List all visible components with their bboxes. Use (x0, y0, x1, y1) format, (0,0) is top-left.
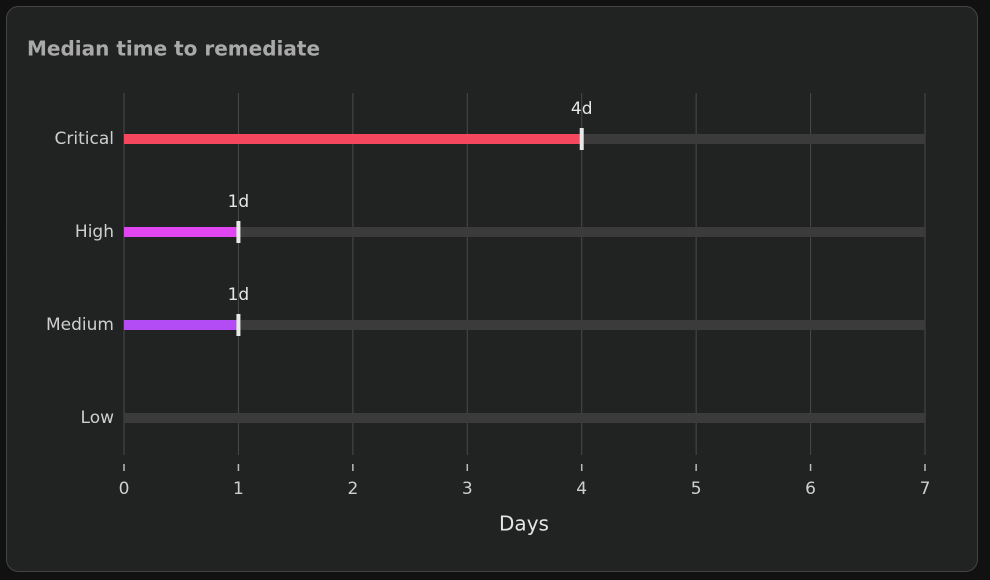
x-tick-label: 6 (805, 479, 816, 499)
x-tick-label: 2 (347, 479, 358, 499)
x-tick-label: 0 (119, 479, 130, 499)
bar-end-marker (579, 128, 584, 150)
x-tick-label: 3 (462, 479, 473, 499)
x-tick-label: 4 (576, 479, 587, 499)
value-label: 4d (571, 99, 593, 119)
card (6, 6, 978, 572)
bar-track (124, 320, 925, 330)
y-tick-label: Medium (46, 315, 114, 335)
bar (124, 134, 582, 144)
bar-track (124, 227, 925, 237)
bar-track (124, 413, 925, 423)
y-tick-label: Low (81, 408, 115, 428)
bar-end-marker (236, 314, 241, 336)
y-tick-label: Critical (55, 129, 114, 149)
bar (124, 227, 239, 237)
x-tick-label: 7 (920, 479, 931, 499)
chart-title: Median time to remediate (27, 37, 320, 61)
value-label: 1d (228, 192, 250, 212)
bar-end-marker (236, 221, 241, 243)
x-axis-title: Days (499, 512, 549, 536)
x-tick-label: 5 (691, 479, 702, 499)
y-tick-label: High (75, 222, 114, 242)
bar (124, 320, 239, 330)
x-tick-label: 1 (233, 479, 244, 499)
value-label: 1d (228, 285, 250, 305)
